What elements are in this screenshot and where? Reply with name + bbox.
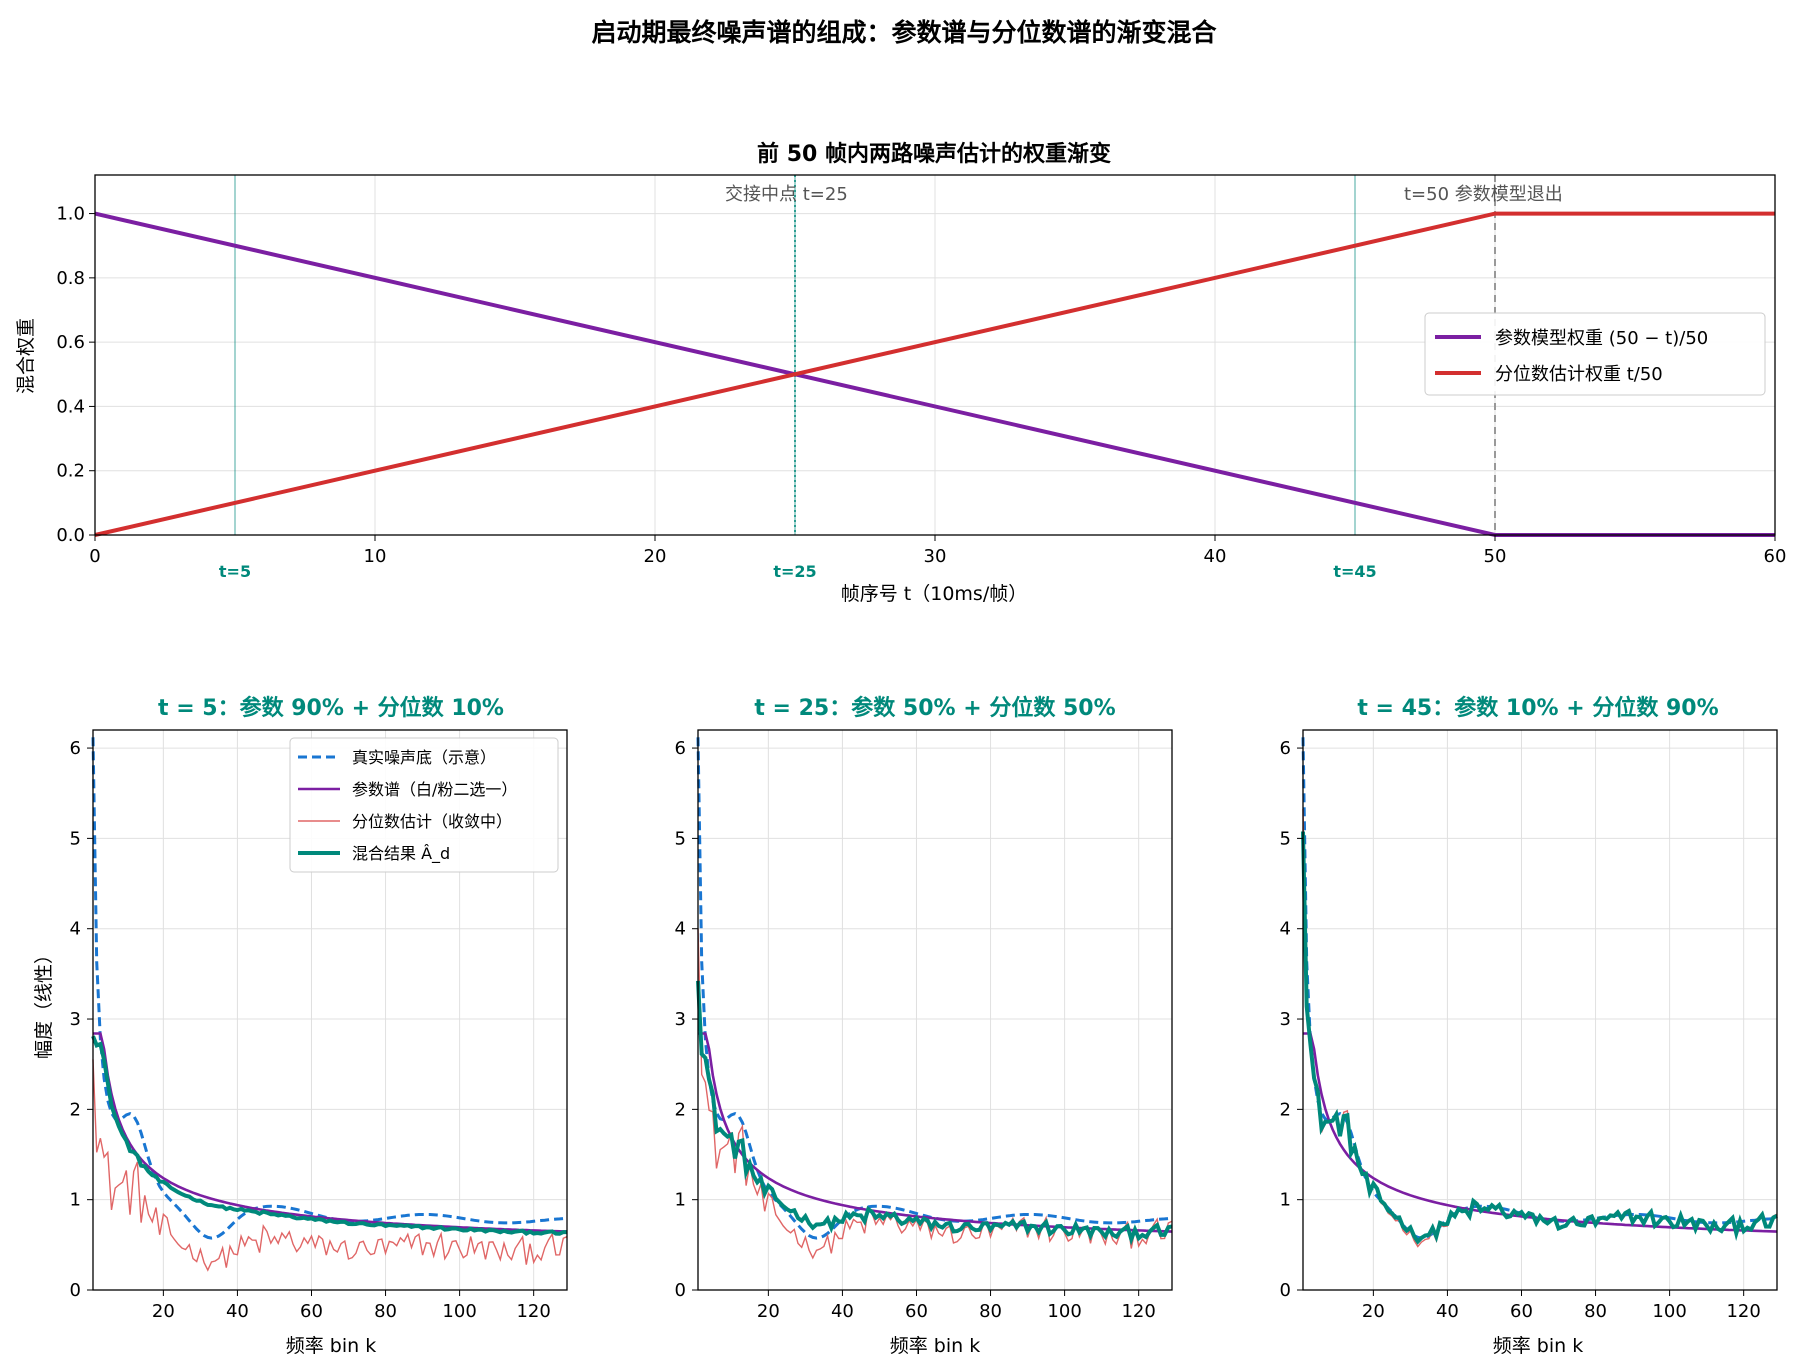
x-tick-label: 40: [226, 1301, 249, 1322]
x-tick-label: 50: [1484, 546, 1507, 567]
marker-label: t=25: [773, 562, 816, 581]
mix-result-line: [91, 1035, 567, 1236]
y-tick-label: 0: [1280, 1280, 1291, 1301]
y-tick-label: 6: [1280, 738, 1291, 759]
param-spectrum-line: [93, 1032, 568, 1233]
param-spectrum-line: [1303, 1032, 1778, 1233]
y-tick-label: 1: [1280, 1190, 1291, 1211]
x-tick-label: 80: [374, 1301, 397, 1322]
panel-t45-title: t = 45：参数 10% + 分位数 90%: [1357, 695, 1718, 721]
legend-entry: 真实噪声底（示意）: [352, 748, 496, 767]
y-tick-label: 4: [70, 919, 81, 940]
y-tick-label: 3: [675, 1009, 686, 1030]
x-tick-label: 100: [1652, 1301, 1686, 1322]
panel-t5-ylabel: 幅度（线性）: [33, 945, 55, 1059]
marker-label: t=5: [219, 562, 251, 581]
y-tick-label: 1: [675, 1190, 686, 1211]
panel-t5-title: t = 5：参数 90% + 分位数 10%: [158, 695, 504, 721]
y-tick-label: 2: [675, 1099, 686, 1120]
spectrum-panel-t5: t = 5：参数 90% + 分位数 10% 频率 bin k 幅度（线性） 2…: [33, 695, 568, 1357]
mix-result-line: [696, 980, 1173, 1246]
legend-entry: 分位数估计（收敛中）: [352, 812, 512, 831]
quantile-estimate-line: [92, 1059, 568, 1272]
y-tick-label: 0: [70, 1280, 81, 1301]
x-tick-label: 20: [152, 1301, 175, 1322]
quantile-estimate-line: [697, 928, 1173, 1260]
panel-t5-xlabel: 频率 bin k: [286, 1335, 376, 1357]
y-tick-label: 4: [675, 919, 686, 940]
spectrum-panel-t45: t = 45：参数 10% + 分位数 90% 频率 bin k 20 40 60 8…: [1280, 695, 1778, 1357]
y-tick-label: 2: [1280, 1099, 1291, 1120]
x-tick-label: 20: [757, 1301, 780, 1322]
y-tick-label: 0.0: [56, 525, 85, 546]
y-tick-label: 6: [70, 738, 81, 759]
y-tick-label: 1: [70, 1190, 81, 1211]
legend-box: [1424, 312, 1766, 396]
legend-entry: 混合结果 Â_d: [352, 844, 450, 864]
x-tick-label: 80: [1584, 1301, 1607, 1322]
x-tick-label: 40: [1204, 546, 1227, 567]
x-tick-label: 100: [442, 1301, 476, 1322]
y-tick-label: 0.8: [56, 268, 85, 289]
weight-chart-xlabel: 帧序号 t（10ms/帧）: [841, 583, 1027, 605]
x-tick-label: 40: [831, 1301, 854, 1322]
series-line-1: [94, 211, 1775, 537]
plot-frame: [1302, 729, 1778, 1291]
x-tick-label: 120: [1121, 1301, 1155, 1322]
y-tick-label: 0.4: [56, 396, 85, 417]
true-floor-line: [1301, 737, 1778, 1240]
y-tick-label: 0.6: [56, 332, 85, 353]
figure-title: 启动期最终噪声谱的组成：参数谱与分位数谱的渐变混合: [591, 18, 1217, 47]
y-tick-label: 3: [70, 1009, 81, 1030]
y-tick-label: 2: [70, 1099, 81, 1120]
x-tick-label: 60: [300, 1301, 323, 1322]
x-tick-label: 100: [1047, 1301, 1081, 1322]
x-tick-label: 40: [1436, 1301, 1459, 1322]
true-floor-line: [91, 737, 568, 1240]
weight-chart: 前 50 帧内两路噪声估计的权重渐变 帧序号 t（10ms/帧） 混合权重 0 1…: [15, 141, 1786, 605]
x-tick-label: 80: [979, 1301, 1002, 1322]
weight-chart-title: 前 50 帧内两路噪声估计的权重渐变: [757, 141, 1111, 167]
x-tick-label: 120: [1726, 1301, 1760, 1322]
panel-t25-title: t = 25：参数 50% + 分位数 50%: [754, 695, 1115, 721]
x-tick-label: 120: [516, 1301, 550, 1322]
y-tick-label: 6: [675, 738, 686, 759]
legend-entry: 分位数估计权重 t/50: [1495, 364, 1663, 385]
legend-entry: 参数模型权重 (50 − t)/50: [1495, 328, 1708, 349]
x-tick-label: 60: [905, 1301, 928, 1322]
marker-label: t=45: [1333, 562, 1376, 581]
weight-chart-ylabel: 混合权重: [15, 318, 37, 394]
y-tick-label: 1.0: [56, 204, 85, 225]
panel-t25-xlabel: 频率 bin k: [890, 1335, 980, 1357]
x-tick-label: 30: [924, 546, 947, 567]
y-tick-label: 0.2: [56, 461, 85, 482]
y-tick-label: 5: [675, 828, 686, 849]
true-floor-line: [696, 737, 1173, 1240]
y-tick-label: 0: [675, 1280, 686, 1301]
legend-box: [289, 737, 559, 873]
x-tick-label: 60: [1510, 1301, 1533, 1322]
param-spectrum-line: [698, 1032, 1173, 1233]
legend-entry: 参数谱（白/粉二选一）: [352, 780, 517, 799]
weight-legend: 参数模型权重 (50 − t)/50 分位数估计权重 t/50: [1424, 312, 1766, 396]
annotation-midpoint: 交接中点 t=25: [725, 184, 848, 205]
x-tick-label: 10: [364, 546, 387, 567]
y-tick-label: 5: [70, 828, 81, 849]
spectrum-panel-t25: t = 25：参数 50% + 分位数 50% 频率 bin k 20 40 60 8…: [675, 695, 1173, 1357]
x-tick-label: 0: [89, 546, 100, 567]
x-tick-label: 20: [644, 546, 667, 567]
plot-frame: [697, 729, 1173, 1291]
spectrum-legend: 真实噪声底（示意） 参数谱（白/粉二选一） 分位数估计（收敛中） 混合结果 Â_d: [289, 737, 559, 873]
quantile-estimate-line: [1302, 808, 1778, 1248]
x-tick-label: 60: [1764, 546, 1787, 567]
annotation-exit: t=50 参数模型退出: [1404, 184, 1563, 205]
panel-t45-xlabel: 频率 bin k: [1493, 1335, 1583, 1357]
y-tick-label: 5: [1280, 828, 1291, 849]
y-tick-label: 4: [1280, 919, 1291, 940]
x-tick-label: 20: [1362, 1301, 1385, 1322]
y-tick-label: 3: [1280, 1009, 1291, 1030]
plot-frame: [92, 729, 568, 1291]
mix-result-line: [1301, 831, 1778, 1245]
